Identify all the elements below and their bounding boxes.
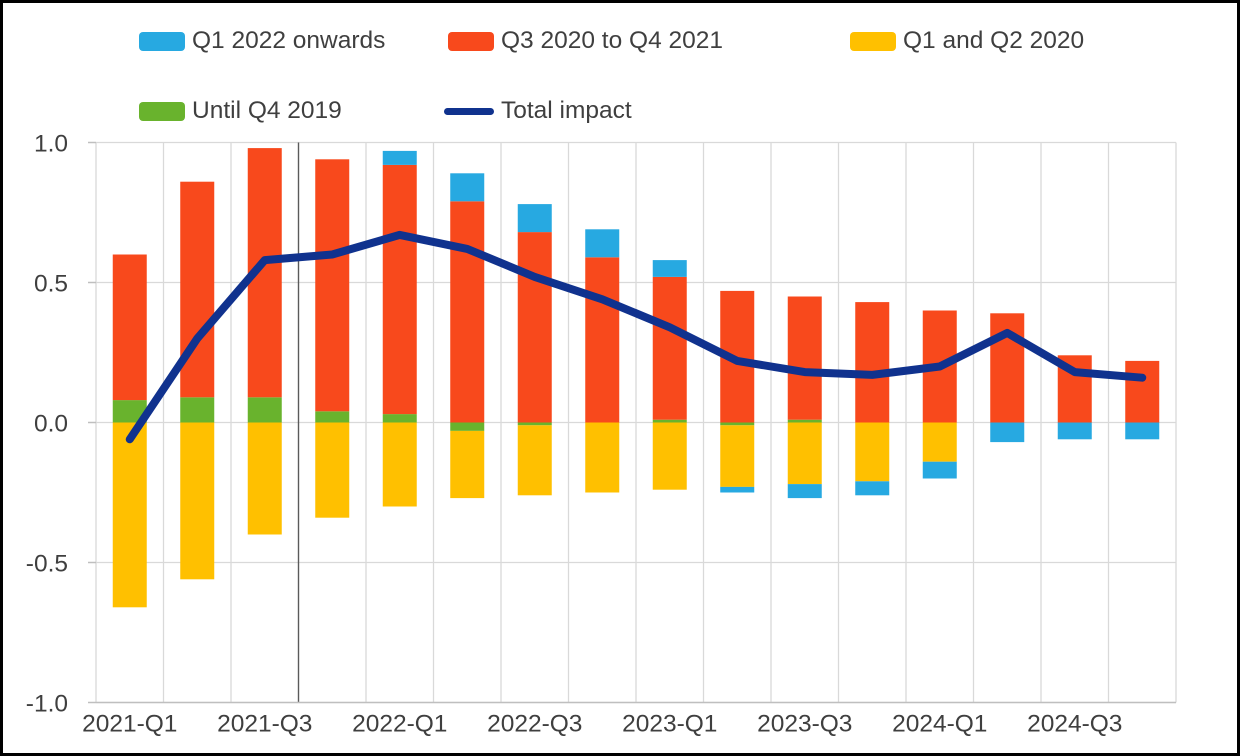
- y-tick-label: -1.0: [26, 691, 68, 718]
- bar-segment-until-q4-2019-2023-Q2: [720, 422, 755, 426]
- bar-segment-q3-2020-q4-2021-2022-Q4: [585, 257, 620, 423]
- bar-segment-q1-2022-onwards-2023-Q4: [855, 481, 890, 496]
- bar-segment-until-q4-2019-2022-Q3: [517, 422, 552, 426]
- bar-segment-q3-2020-q4-2021-2023-Q3: [787, 296, 822, 420]
- legend-item-q3-2020-to-q4-2021: Q3 2020 to Q4 2021: [448, 27, 723, 55]
- y-tick-label: 0.0: [34, 411, 68, 438]
- bar-segment-q1-2022-onwards-2022-Q2: [450, 173, 485, 202]
- y-tick-label: -0.5: [26, 551, 68, 578]
- bar-segment-q1-q2-2020-2022-Q3: [517, 425, 552, 496]
- legend-item-until-q4-2019: Until Q4 2019: [139, 97, 342, 125]
- legend-item-q1-and-q2-2020: Q1 and Q2 2020: [850, 27, 1084, 55]
- x-tick-label-2023-Q3: 2023-Q3: [757, 711, 852, 738]
- legend-swatch-orange: [448, 31, 494, 51]
- bar-segment-q1-q2-2020-2023-Q1: [652, 422, 687, 490]
- x-tick-label-2024-Q1: 2024-Q1: [892, 711, 987, 738]
- legend-label-until-q4-2019: Until Q4 2019: [192, 97, 342, 124]
- x-axis-labels: 2021-Q1 2021-Q3 2022-Q1 2022-Q3 2023-Q1 2023-…: [82, 711, 1122, 738]
- axes: [88, 141, 1176, 704]
- bar-segment-q1-2022-onwards-2022-Q3: [517, 204, 552, 233]
- legend-swatch-cyan: [139, 31, 185, 51]
- bar-segment-q1-q2-2020-2022-Q1: [382, 422, 417, 507]
- legend-label-q1-and-q2-2020: Q1 and Q2 2020: [903, 27, 1085, 54]
- y-axis-labels: 1.0 0.5 0.0 -0.5 -1.0: [26, 131, 68, 718]
- bar-segment-q1-q2-2020-2023-Q2: [720, 425, 755, 487]
- x-tick-label-2021-Q1: 2021-Q1: [82, 711, 177, 738]
- bar-segment-q1-q2-2020-2021-Q3: [247, 422, 282, 535]
- bar-segment-q1-q2-2020-2021-Q1: [112, 422, 147, 608]
- bar-segment-q1-2022-onwards-2024-Q2: [990, 422, 1025, 443]
- chart-canvas: 1.00.50.0-0.5-1.0 2021-Q1 2021-Q3 2022-Q1 2…: [26, 131, 1177, 738]
- legend-item-total-impact: Total impact: [444, 97, 632, 125]
- bar-segment-q1-2022-onwards-2022-Q1: [382, 150, 417, 165]
- legend-swatch-yellow: [850, 31, 896, 51]
- stacked-bars: [112, 148, 1160, 608]
- bar-segment-until-q4-2019-2023-Q3: [787, 419, 822, 423]
- bar-segment-q1-q2-2020-2022-Q2: [450, 430, 485, 499]
- x-tick-label-2021-Q3: 2021-Q3: [217, 711, 312, 738]
- bar-segment-q3-2020-q4-2021-2023-Q4: [855, 302, 890, 423]
- bar-segment-until-q4-2019-2023-Q1: [652, 419, 687, 423]
- bar-segment-q1-q2-2020-2023-Q4: [855, 422, 890, 482]
- bar-segment-q3-2020-q4-2021-2021-Q4: [315, 159, 350, 412]
- bar-segment-until-q4-2019-2021-Q1: [112, 400, 147, 423]
- bar-segment-until-q4-2019-2022-Q2: [450, 422, 485, 431]
- bar-segment-q1-2022-onwards-2023-Q2: [720, 486, 755, 493]
- x-tick-label-2024-Q3: 2024-Q3: [1027, 711, 1122, 738]
- bar-segment-q3-2020-q4-2021-2022-Q1: [382, 164, 417, 415]
- total-impact-line: [125, 230, 1147, 444]
- bar-segment-q1-2022-onwards-2024-Q4: [1125, 422, 1160, 440]
- y-tick-label: 0.5: [34, 271, 68, 298]
- bar-segment-q1-2022-onwards-2022-Q4: [585, 229, 620, 258]
- x-tick-label-2022-Q3: 2022-Q3: [487, 711, 582, 738]
- legend-label-total-impact: Total impact: [501, 97, 632, 124]
- bar-segment-q3-2020-q4-2021-2021-Q2: [180, 181, 215, 398]
- x-tick-label-2023-Q1: 2023-Q1: [622, 711, 717, 738]
- bar-segment-q1-q2-2020-2024-Q1: [922, 422, 957, 462]
- bar-segment-until-q4-2019-2021-Q3: [247, 397, 282, 423]
- bar-segment-q1-q2-2020-2021-Q4: [315, 422, 350, 518]
- bar-segment-until-q4-2019-2021-Q4: [315, 411, 350, 423]
- bar-segment-q1-2022-onwards-2024-Q3: [1057, 422, 1092, 440]
- bar-segment-q1-2022-onwards-2024-Q1: [922, 461, 957, 479]
- total-impact-polyline: [125, 230, 1147, 444]
- bar-segment-q3-2020-q4-2021-2022-Q2: [450, 201, 485, 423]
- legend-swatch-green: [139, 101, 185, 121]
- bar-segment-q1-q2-2020-2023-Q3: [787, 422, 822, 485]
- bar-segment-q1-2022-onwards-2023-Q3: [787, 484, 822, 499]
- bar-segment-q3-2020-q4-2021-2021-Q1: [112, 254, 147, 401]
- bar-segment-q1-q2-2020-2021-Q2: [180, 422, 215, 580]
- x-tick-label-2022-Q1: 2022-Q1: [352, 711, 447, 738]
- bar-segment-q3-2020-q4-2021-2022-Q3: [517, 232, 552, 423]
- legend-label-q1-2022-onwards: Q1 2022 onwards: [192, 27, 386, 54]
- y-tick-label: 1.0: [34, 131, 68, 158]
- bar-segment-q3-2020-q4-2021-2024-Q4: [1125, 360, 1160, 423]
- legend-item-q1-2022-onwards: Q1 2022 onwards: [139, 27, 385, 55]
- bar-segment-q1-q2-2020-2022-Q4: [585, 422, 620, 493]
- bar-segment-q1-2022-onwards-2023-Q1: [652, 260, 687, 277]
- bar-segment-until-q4-2019-2022-Q1: [382, 414, 417, 423]
- legend-label-q3-2020-to-q4-2021: Q3 2020 to Q4 2021: [501, 27, 724, 54]
- bar-segment-q3-2020-q4-2021-2023-Q1: [652, 276, 687, 420]
- bar-segment-until-q4-2019-2021-Q2: [180, 397, 215, 423]
- legend-swatch-total-impact-line: [444, 107, 494, 115]
